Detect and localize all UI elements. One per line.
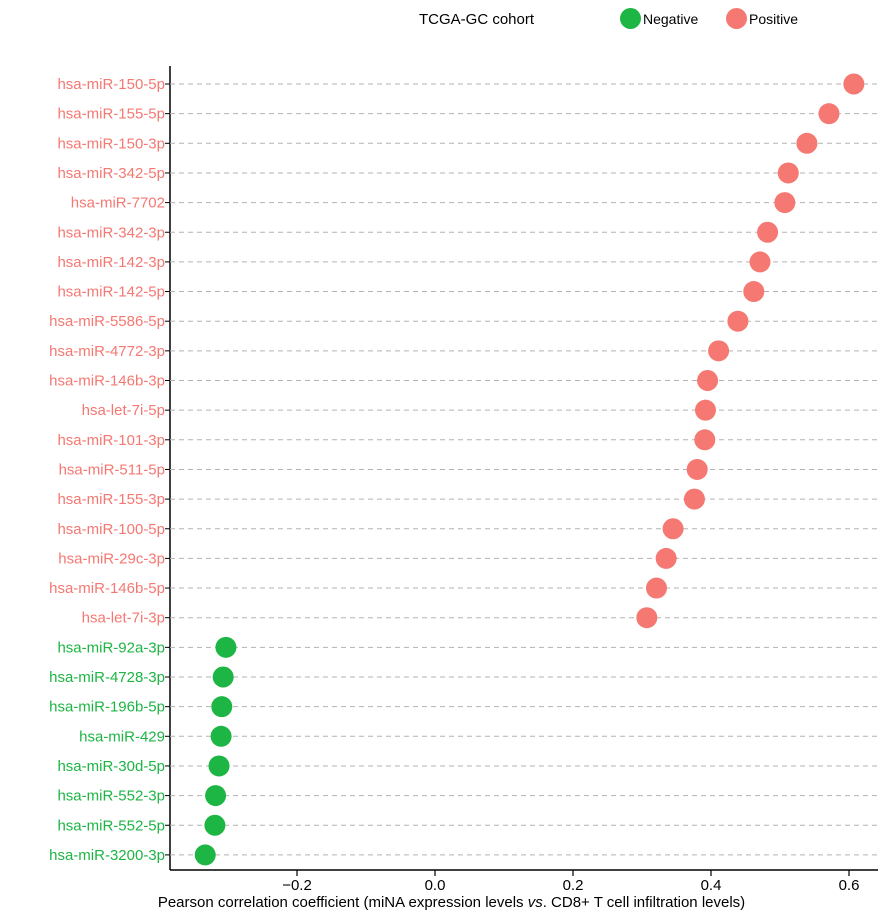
y-tick-label: hsa-miR-155-5p [57, 106, 165, 123]
y-tick-label: hsa-miR-342-3p [57, 224, 165, 241]
x-axis-label: Pearson correlation coefficient (miNA ex… [0, 894, 883, 911]
x-axis-label-prefix: Pearson correlation coefficient (miNA ex… [157, 894, 528, 911]
y-tick-label: hsa-miR-30d-5p [57, 758, 165, 775]
x-tick-label: 0.4 [701, 877, 722, 894]
y-tick-label: hsa-miR-92a-3p [57, 639, 165, 656]
y-tick-label: hsa-miR-552-3p [57, 788, 165, 805]
y-tick-label: hsa-miR-196b-5p [49, 699, 165, 716]
data-point [205, 785, 227, 807]
legend-item-positive: Positive [726, 8, 798, 29]
data-point [749, 251, 771, 273]
legend-title: TCGA-GC cohort [419, 11, 535, 28]
y-tick-label: hsa-miR-511-5p [59, 461, 165, 478]
y-tick-label: hsa-miR-5586-5p [49, 313, 165, 330]
data-point [697, 370, 719, 391]
y-tick-label: hsa-miR-150-5p [57, 76, 165, 93]
legend-label-negative: Negative [643, 10, 699, 27]
y-tick-label: hsa-miR-155-3p [57, 491, 165, 508]
data-point [683, 488, 705, 510]
data-point [818, 103, 840, 125]
data-point [774, 192, 796, 214]
data-point [727, 310, 749, 332]
legend-swatch-positive [726, 8, 747, 29]
x-tick-label: 0.2 [563, 877, 584, 894]
x-axis-label-suffix: . CD8+ T cell infiltration levels) [542, 894, 746, 911]
y-tick-label: hsa-miR-146b-3p [49, 373, 165, 390]
legend-label-positive: Positive [749, 10, 799, 27]
data-point [636, 607, 658, 629]
y-tick-label: hsa-miR-146b-5p [49, 580, 165, 597]
data-point [843, 73, 865, 95]
x-tick-label: −0.2 [282, 877, 312, 894]
y-tick-label: hsa-miR-4772-3p [49, 343, 165, 360]
x-tick-label: 0.6 [839, 877, 860, 894]
y-tick-label: hsa-miR-142-3p [57, 254, 165, 271]
data-point [212, 666, 234, 688]
x-tick-label: 0.0 [425, 877, 446, 894]
data-point [208, 755, 230, 777]
data-point [757, 221, 779, 243]
data-point [215, 636, 237, 658]
y-tick-label: hsa-miR-342-5p [57, 165, 165, 182]
y-tick-label: hsa-miR-4728-3p [49, 669, 165, 686]
data-point [694, 399, 716, 421]
data-point [694, 429, 716, 451]
y-tick-label: hsa-miR-7702 [71, 195, 165, 212]
legend-swatch-negative [620, 8, 641, 29]
data-point [655, 547, 677, 569]
data-point [194, 844, 216, 866]
y-tick-label: hsa-miR-552-5p [57, 817, 165, 834]
data-point [210, 725, 232, 747]
y-tick-label: hsa-miR-29c-3p [58, 550, 165, 567]
data-point [743, 281, 765, 303]
data-point [211, 696, 233, 718]
y-tick-label: hsa-miR-429 [79, 728, 165, 745]
y-tick-label: hsa-miR-101-3p [57, 432, 165, 449]
y-tick-label: hsa-miR-142-5p [57, 284, 165, 301]
y-tick-label: hsa-let-7i-5p [82, 402, 165, 419]
data-point [796, 132, 818, 154]
y-tick-label: hsa-let-7i-3p [82, 610, 165, 627]
y-tick-label: hsa-miR-100-5p [57, 521, 165, 538]
data-point [777, 162, 799, 184]
legend-item-negative: Negative [620, 8, 698, 29]
x-axis-label-italic: vs [527, 894, 543, 911]
y-tick-label: hsa-miR-150-3p [57, 135, 165, 152]
data-point [686, 458, 708, 480]
data-point [645, 577, 667, 599]
data-point [662, 518, 684, 540]
legend: TCGA-GC cohort Negative Positive [0, 8, 883, 34]
y-tick-label: hsa-miR-3200-3p [49, 847, 165, 864]
data-point [204, 814, 226, 836]
data-point [708, 340, 730, 362]
